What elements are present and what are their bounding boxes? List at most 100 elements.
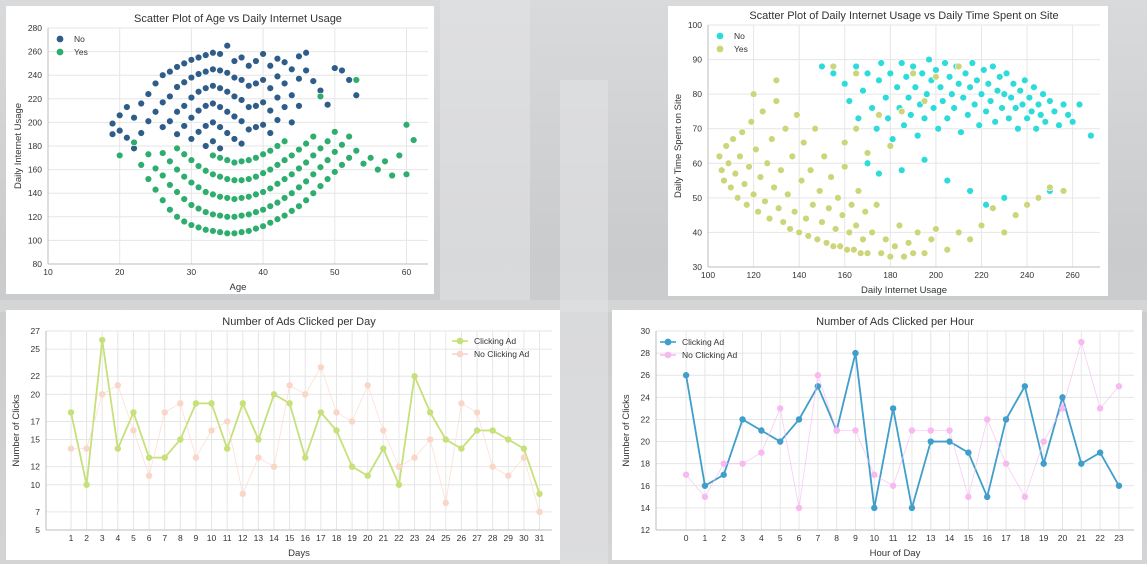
x-tick-label: 220 — [974, 270, 988, 280]
scatter-point-no — [973, 76, 981, 85]
scatter-point-yes — [331, 148, 339, 156]
scatter-point-yes — [756, 173, 765, 181]
chart-title: Number of Ads Clicked per Hour — [816, 316, 974, 328]
scatter-point-no — [252, 57, 260, 65]
scatter-point-yes — [977, 221, 986, 230]
x-tick-label: 22 — [1095, 533, 1105, 543]
x-tick-label: 6 — [797, 533, 802, 543]
scatter-point-no — [945, 73, 954, 81]
data-point-0 — [426, 409, 434, 416]
legend-marker — [716, 45, 724, 53]
scatter-point-yes — [854, 187, 863, 195]
x-tick-label: 17 — [1001, 533, 1011, 543]
x-tick-label: 2 — [84, 533, 89, 543]
data-point-0 — [255, 436, 262, 443]
scatter-point-no — [975, 121, 983, 129]
scatter-point-yes — [768, 135, 776, 143]
scatter-point-yes — [738, 128, 746, 136]
y-tick-label: 22 — [31, 371, 41, 381]
data-point-0 — [739, 416, 746, 423]
scatter-point-no — [920, 156, 929, 164]
scatter-point-no — [841, 80, 849, 88]
x-tick-label: 22 — [394, 533, 404, 543]
scatter-point-yes — [273, 142, 282, 150]
scatter-point-yes — [237, 176, 246, 184]
data-point-0 — [1002, 416, 1010, 423]
scatter-point-yes — [852, 69, 860, 78]
scatter-point-yes — [194, 183, 203, 192]
scatter-point-no — [187, 135, 196, 143]
scatter-point-yes — [302, 196, 310, 204]
scatter-point-yes — [331, 168, 339, 176]
x-tick-label: 12 — [907, 533, 917, 543]
x-tick-label: 15 — [285, 533, 295, 543]
scatter-point-no — [194, 88, 203, 96]
y-tick-label: 30 — [641, 326, 651, 336]
data-point-0 — [1021, 383, 1029, 390]
y-tick-label: 25 — [31, 344, 41, 354]
scatter-point-no — [245, 103, 253, 111]
x-tick-label: 30 — [519, 533, 529, 543]
data-point-1 — [286, 382, 293, 389]
scatter-point-yes — [237, 157, 246, 166]
data-point-1 — [177, 400, 184, 407]
data-point-0 — [83, 481, 90, 488]
scatter-point-yes — [763, 159, 771, 167]
scatter-point-no — [323, 100, 332, 109]
scatter-point-no — [1014, 125, 1022, 133]
data-point-1 — [411, 454, 418, 461]
scatter-point-yes — [772, 76, 781, 85]
scatter-point-yes — [273, 215, 282, 223]
scatter-point-no — [893, 83, 901, 91]
y-tick-label: 24 — [641, 392, 651, 402]
x-tick-label: 12 — [238, 533, 248, 543]
scatter-point-no — [115, 111, 124, 120]
scatter-point-no — [1027, 107, 1036, 116]
x-tick-label: 14 — [269, 533, 279, 543]
scatter-point-yes — [173, 188, 181, 196]
y-tick-label: 200 — [28, 117, 42, 127]
x-tick-label: 10 — [43, 267, 53, 277]
scatter-point-yes — [230, 229, 239, 238]
scatter-point-no — [202, 102, 210, 110]
data-point-1 — [1059, 405, 1066, 412]
data-point-0 — [505, 436, 512, 443]
scatter-point-no — [108, 119, 117, 128]
scatter-point-yes — [216, 228, 224, 236]
scatter-point-yes — [166, 157, 174, 166]
x-tick-label: 19 — [347, 533, 357, 543]
scatter-point-yes — [743, 201, 751, 209]
data-point-0 — [192, 400, 200, 407]
scatter-point-yes — [323, 156, 332, 164]
scatter-point-yes — [395, 151, 404, 160]
x-tick-label: 3 — [100, 533, 105, 543]
y-tick-label: 140 — [28, 188, 42, 198]
data-point-0 — [489, 427, 496, 434]
scatter-point-no — [1009, 80, 1018, 88]
x-tick-label: 180 — [883, 270, 897, 280]
x-tick-label: 18 — [332, 533, 342, 543]
data-point-1 — [520, 454, 528, 461]
scatter-point-no — [345, 76, 353, 84]
x-tick-label: 120 — [746, 270, 760, 280]
scatter-point-no — [266, 62, 274, 70]
scatter-point-no — [187, 113, 196, 122]
scatter-point-no — [216, 66, 224, 75]
scatter-point-no — [966, 83, 974, 91]
scatter-point-no — [966, 187, 974, 195]
scatter-point-yes — [245, 210, 253, 219]
scatter-point-no — [1050, 107, 1059, 116]
scatter-point-yes — [173, 165, 181, 174]
data-point-0 — [473, 427, 481, 434]
data-point-0 — [99, 336, 106, 344]
scatter-point-yes — [381, 157, 389, 166]
scatter-point-no — [123, 134, 131, 142]
scatter-point-yes — [891, 242, 899, 250]
scatter-point-yes — [409, 136, 418, 144]
x-axis-label: Hour of Day — [870, 548, 921, 559]
scatter-point-yes — [834, 194, 842, 202]
y-tick-label: 40 — [693, 227, 703, 237]
scatter-point-no — [223, 88, 231, 96]
data-point-0 — [458, 445, 465, 452]
x-tick-label: 29 — [504, 533, 514, 543]
